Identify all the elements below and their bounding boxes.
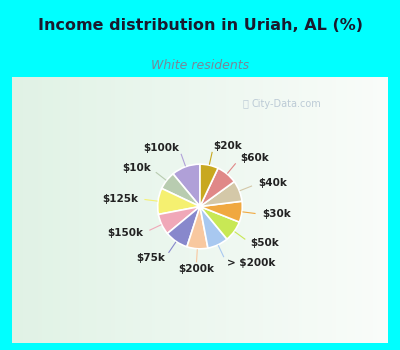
Text: $10k: $10k (122, 163, 151, 173)
Text: $20k: $20k (214, 140, 242, 150)
Wedge shape (162, 174, 200, 206)
Text: $50k: $50k (250, 238, 279, 248)
Text: ⦾: ⦾ (242, 99, 248, 108)
Text: Income distribution in Uriah, AL (%): Income distribution in Uriah, AL (%) (38, 18, 362, 33)
Text: White residents: White residents (151, 59, 249, 72)
Text: $75k: $75k (136, 253, 165, 263)
Wedge shape (173, 164, 200, 206)
Text: $150k: $150k (108, 228, 144, 238)
Wedge shape (167, 206, 200, 247)
Text: $200k: $200k (178, 264, 214, 274)
Wedge shape (158, 206, 200, 233)
Wedge shape (200, 201, 242, 222)
Text: > $200k: > $200k (227, 258, 275, 268)
Text: $125k: $125k (102, 194, 138, 204)
Text: $100k: $100k (143, 143, 179, 153)
Text: City-Data.com: City-Data.com (252, 99, 321, 108)
Text: $30k: $30k (262, 209, 291, 219)
Wedge shape (200, 206, 227, 248)
Wedge shape (200, 206, 239, 239)
Wedge shape (200, 164, 218, 206)
Wedge shape (158, 188, 200, 215)
Text: $40k: $40k (258, 178, 287, 189)
Text: $60k: $60k (240, 153, 268, 163)
Wedge shape (187, 206, 208, 249)
Wedge shape (200, 182, 242, 206)
Wedge shape (200, 168, 234, 206)
